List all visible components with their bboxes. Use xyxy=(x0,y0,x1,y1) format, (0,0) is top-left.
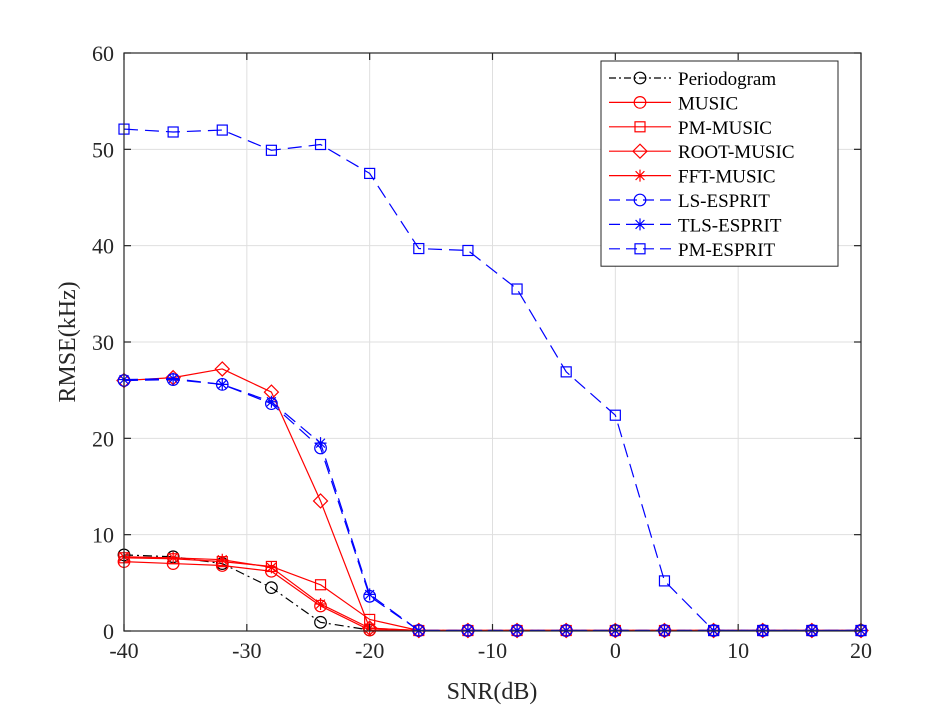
data-point-root-music xyxy=(312,493,329,509)
data-point-pm-esprit xyxy=(560,366,572,378)
y-tick-label: 30 xyxy=(92,330,114,355)
legend-marker-fft-music xyxy=(634,169,646,182)
data-point-tls-esprit xyxy=(265,395,278,408)
data-point-periodogram xyxy=(314,615,327,629)
legend-label: MUSIC xyxy=(678,93,738,114)
data-point-pm-esprit xyxy=(216,124,228,136)
data-point-tls-esprit xyxy=(363,588,376,601)
data-point-pm-esprit xyxy=(364,167,376,180)
data-point-fft-music xyxy=(167,551,180,564)
legend-box xyxy=(600,60,839,267)
data-point-pm-esprit xyxy=(511,283,523,295)
x-tick-label: 0 xyxy=(610,638,621,663)
x-tick-label: 20 xyxy=(850,638,872,663)
x-tick-label: 10 xyxy=(727,638,749,663)
data-point-root-music xyxy=(214,361,231,377)
y-axis-title: RMSE(kHz) xyxy=(55,281,81,402)
data-point-tls-esprit xyxy=(216,378,229,391)
y-tick-label: 10 xyxy=(92,523,114,548)
data-point-tls-esprit xyxy=(314,437,327,450)
x-tick-label: -40 xyxy=(109,638,138,663)
data-point-fft-music xyxy=(216,553,229,566)
data-point-pm-esprit xyxy=(658,575,671,587)
legend-label: PM-ESPRIT xyxy=(678,240,776,261)
data-point-fft-music xyxy=(265,561,278,574)
legend-marker-tls-esprit xyxy=(634,218,646,231)
legend-marker-ls-esprit xyxy=(633,193,647,207)
x-tick-label: -20 xyxy=(355,638,384,663)
y-tick-label: 20 xyxy=(92,426,114,451)
data-point-tls-esprit xyxy=(167,372,180,385)
y-tick-label: 60 xyxy=(92,41,114,66)
legend-label: LS-ESPRIT xyxy=(678,191,770,212)
legend-marker-root-music xyxy=(632,143,648,160)
legend-label: PM-MUSIC xyxy=(678,118,772,139)
legend-marker-pm-music xyxy=(634,121,646,133)
data-point-pm-music xyxy=(314,579,327,591)
x-tick-label: -30 xyxy=(232,638,261,663)
legend-marker-periodogram xyxy=(633,71,647,85)
data-point-pm-esprit xyxy=(314,138,327,151)
data-point-fft-music xyxy=(314,598,327,611)
data-point-pm-esprit xyxy=(462,244,474,257)
y-tick-label: 40 xyxy=(92,234,114,259)
legend: Periodogram MUSIC PM-MUSIC ROOT-MUSIC FFT-MU… xyxy=(600,60,839,267)
axes: -40 -30 -20 -10 0 10 20 0 10 20 30 40 50 60 xyxy=(92,41,872,663)
data-point-pm-esprit xyxy=(265,144,277,156)
legend-label: TLS-ESPRIT xyxy=(678,215,782,236)
data-point-pm-esprit xyxy=(167,126,179,138)
legend-marker-music xyxy=(633,95,647,109)
legend-label: FFT-MUSIC xyxy=(678,167,776,188)
data-point-pm-esprit xyxy=(413,242,425,255)
legend-marker-pm-esprit xyxy=(634,243,646,255)
x-tick-label: -10 xyxy=(478,638,507,663)
legend-label: ROOT-MUSIC xyxy=(678,142,795,163)
data-point-pm-esprit xyxy=(609,409,621,421)
y-tick-label: 50 xyxy=(92,137,114,162)
x-axis-title: SNR(dB) xyxy=(447,679,538,705)
data-point-periodogram xyxy=(265,581,278,595)
legend-label: Periodogram xyxy=(678,69,776,90)
y-tick-label: 0 xyxy=(103,619,114,644)
